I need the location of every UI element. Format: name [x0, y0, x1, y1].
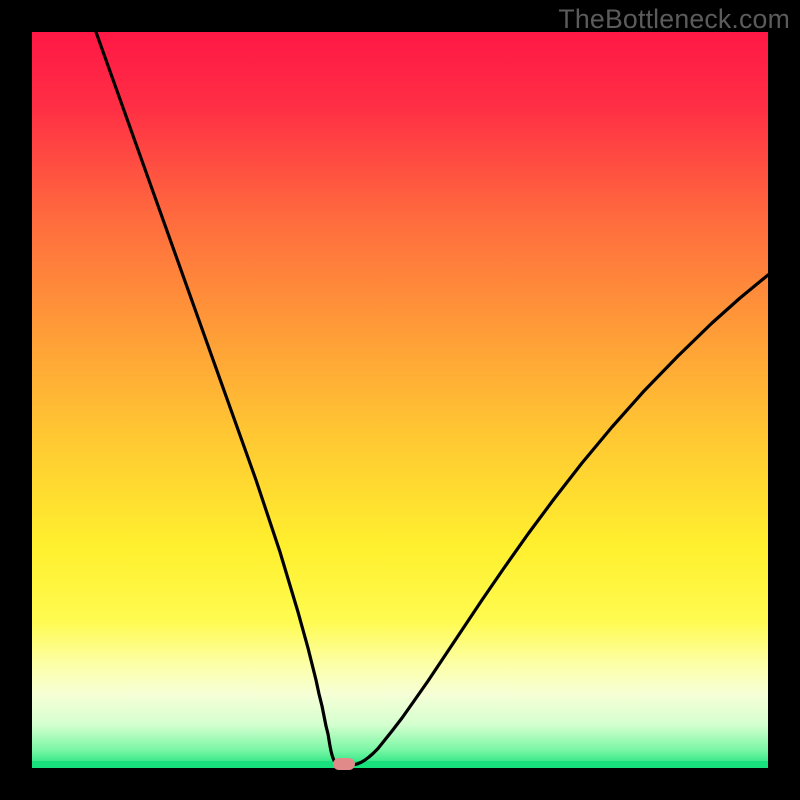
- plot-gradient-background: [32, 32, 768, 768]
- chart-frame: TheBottleneck.com: [0, 0, 800, 800]
- optimum-marker: [333, 758, 355, 770]
- green-baseline-band: [32, 761, 768, 768]
- plot-svg: [0, 0, 800, 800]
